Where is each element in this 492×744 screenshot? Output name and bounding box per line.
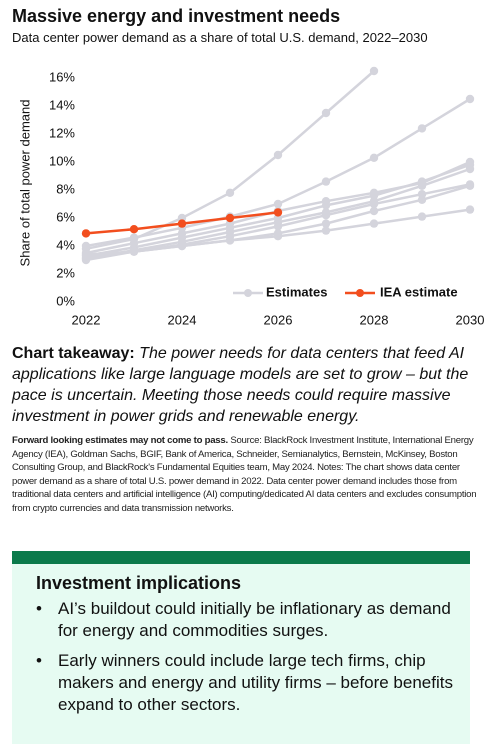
y-axis-label: Share of total power demand [17, 100, 32, 267]
y-tick-label: 16% [49, 69, 75, 84]
estimate-line-point [417, 195, 427, 204]
x-tick-label: 2030 [456, 312, 485, 327]
estimate-line-point [225, 236, 235, 245]
footnote-lead: Forward looking estimates may not come t… [12, 435, 228, 446]
estimate-line-point [417, 212, 427, 221]
y-tick-label: 0% [56, 293, 75, 308]
x-tick-label: 2024 [168, 312, 197, 327]
estimate-line-point [369, 199, 379, 209]
y-tick-label: 10% [49, 153, 75, 168]
implication-item: AI’s buildout could initially be inflati… [36, 598, 456, 642]
estimate-line-point [321, 201, 331, 210]
estimate-line-point [321, 177, 331, 186]
legend-label: IEA estimate [380, 284, 458, 299]
estimate-line-point [369, 219, 379, 228]
estimate-line-point [465, 181, 475, 190]
estimate-line-point [465, 164, 475, 174]
x-tick-label: 2026 [264, 312, 293, 327]
estimate-line-point [321, 219, 331, 228]
estimate-line-point [81, 250, 91, 259]
estimate-line-point [465, 94, 475, 104]
chart: Share of total power demand 0% 2% 4% 6% 8% 10… [17, 66, 485, 327]
y-tick-label: 2% [56, 265, 75, 280]
estimate-line-point [417, 181, 427, 190]
x-tick-label: 2022 [72, 312, 101, 327]
estimate-line-point [225, 188, 235, 197]
y-tick-label: 8% [56, 181, 75, 196]
implications-title: Investment implications [36, 573, 242, 593]
estimate-line-point [369, 153, 379, 162]
estimate-line-point [321, 226, 331, 235]
estimate-line-point [321, 211, 331, 220]
implications-list: AI’s buildout could initially be inflati… [36, 598, 456, 724]
subtitle: Data center power demand as a share of t… [12, 30, 428, 45]
estimate-line-point [273, 232, 283, 241]
y-tick-label: 14% [49, 97, 75, 112]
series-line-point [177, 219, 187, 228]
series-line-point [225, 213, 235, 223]
estimate-line-point [129, 247, 139, 256]
series-line-point [273, 208, 283, 217]
x-tick-label: 2028 [360, 312, 389, 327]
footnote: Forward looking estimates may not come t… [12, 434, 482, 516]
y-tick-label: 6% [56, 209, 75, 224]
legend-label: Estimates [266, 284, 327, 299]
estimate-line-point [465, 205, 475, 214]
implication-item: Early winners could include large tech f… [36, 650, 456, 716]
estimate-line-point [321, 108, 331, 118]
estimate-line-point [369, 66, 379, 76]
legend-dot [356, 289, 364, 297]
title: Massive energy and investment needs [12, 6, 341, 26]
accent-bar [12, 551, 470, 564]
y-tick-label: 12% [49, 125, 75, 140]
estimate-line-point [369, 206, 379, 216]
series-line-point [129, 225, 139, 234]
estimate-line-point [177, 241, 187, 251]
estimate-line-point [81, 241, 91, 251]
estimate-line-point [273, 199, 283, 209]
y-tick-label: 4% [56, 237, 75, 252]
legend-dot [244, 289, 252, 297]
estimate-line-point [417, 124, 427, 133]
takeaway: Chart takeaway: The power needs for data… [12, 343, 482, 427]
estimate-line-point [273, 150, 283, 160]
series-line-point [81, 229, 91, 238]
estimate-line-point [273, 222, 283, 231]
footnote-text: Source: BlackRock Investment Institute, … [12, 435, 477, 514]
takeaway-text: The power needs for data centers that fe… [12, 345, 469, 425]
takeaway-label: Chart takeaway: [12, 345, 135, 362]
